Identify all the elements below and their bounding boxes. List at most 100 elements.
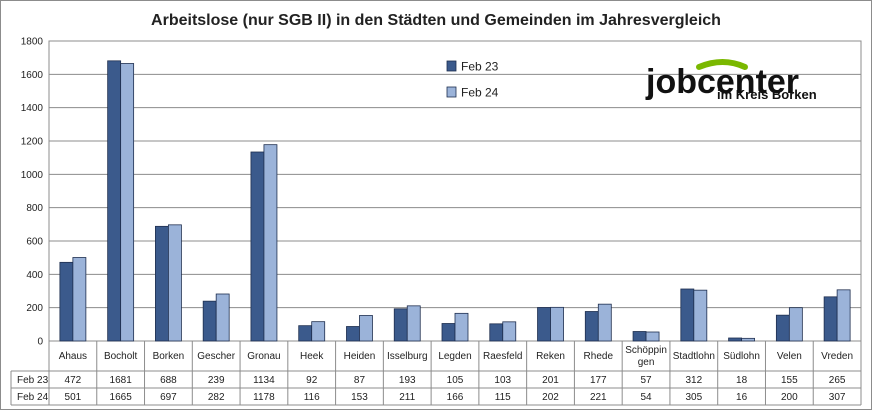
bar-feb-23 — [107, 60, 122, 342]
bar-feb-24 — [263, 144, 278, 342]
x-category-label: Isselburg — [387, 351, 428, 362]
bar-feb-23 — [346, 326, 360, 342]
table-value: 202 — [542, 392, 559, 403]
x-category-label: Ahaus — [59, 351, 87, 362]
y-axis: 0 200 400 600 800 1000 1200 1400 1600 1800 — [21, 37, 44, 348]
bar-feb-23 — [823, 296, 838, 342]
bar-feb-24 — [550, 306, 564, 342]
bar-feb-24 — [120, 63, 135, 342]
bar-feb-23 — [489, 323, 504, 342]
table-value: 54 — [640, 392, 652, 403]
bar-feb-24 — [215, 293, 230, 342]
x-category-label: Heiden — [344, 351, 376, 362]
bar-feb-23 — [584, 311, 599, 342]
legend-label: Feb 23 — [461, 60, 499, 74]
x-category-label: Raesfeld — [483, 351, 522, 362]
bar-feb-24 — [741, 337, 755, 342]
table-value: 282 — [208, 392, 225, 403]
bar-feb-24 — [788, 307, 803, 342]
x-category-label: Schöppin gen — [625, 345, 667, 368]
table-value: 1681 — [110, 375, 133, 386]
table-value: 307 — [829, 392, 846, 403]
table-value: 1134 — [253, 375, 275, 386]
table-value: 115 — [495, 392, 511, 403]
bar-feb-23 — [632, 331, 647, 342]
table-series-label: Feb 24 — [17, 392, 49, 403]
bar-feb-23 — [393, 308, 408, 342]
y-tick-label: 1200 — [21, 137, 44, 148]
bar-feb-23 — [250, 151, 265, 342]
jobcenter-logo: jobcenter im Kreis Borken — [645, 59, 817, 102]
x-category-label: Borken — [153, 351, 185, 362]
x-category-label: Legden — [438, 351, 471, 362]
bars — [59, 60, 851, 342]
bar-feb-23 — [728, 337, 742, 342]
y-tick-label: 400 — [26, 270, 43, 281]
table-value: 688 — [160, 375, 177, 386]
table-value: 116 — [304, 392, 320, 403]
bar-feb-24 — [359, 315, 373, 342]
table-value: 18 — [736, 375, 748, 386]
y-tick-label: 600 — [26, 237, 43, 248]
x-category-label: Rhede — [584, 351, 614, 362]
table-value: 177 — [590, 375, 607, 386]
y-tick-label: 1800 — [21, 37, 44, 48]
bar-feb-24 — [502, 321, 517, 342]
table-value: 201 — [542, 375, 559, 386]
table-value: 211 — [399, 392, 415, 403]
logo-tagline: im Kreis Borken — [717, 87, 817, 102]
x-category-label: Stadtlohn — [673, 351, 715, 362]
table-value: 57 — [640, 375, 652, 386]
bar-feb-24 — [311, 321, 326, 342]
y-tick-label: 1400 — [21, 103, 44, 114]
table-value: 105 — [447, 375, 464, 386]
bar-feb-23 — [202, 300, 217, 342]
bar-feb-24 — [693, 289, 708, 342]
bar-feb-24 — [836, 289, 851, 342]
table-value: 103 — [494, 375, 511, 386]
table-value: 155 — [781, 375, 798, 386]
table-value: 200 — [781, 392, 798, 403]
y-tick-label: 1600 — [21, 70, 44, 81]
legend-label: Feb 24 — [461, 86, 499, 100]
bar-feb-23 — [155, 225, 169, 342]
x-category-label: Velen — [777, 351, 802, 362]
legend-swatch — [446, 60, 457, 72]
bar-feb-23 — [775, 314, 790, 342]
table-value: 1178 — [253, 392, 275, 403]
table-value: 305 — [685, 392, 702, 403]
bar-feb-24 — [72, 257, 87, 342]
x-category-label: Heek — [300, 351, 324, 362]
logo-brand-text: jobcenter — [645, 63, 799, 101]
table-value: 239 — [208, 375, 225, 386]
legend: Feb 23 Feb 24 — [446, 60, 499, 100]
x-category-label: Reken — [536, 351, 565, 362]
bar-feb-23 — [298, 325, 313, 342]
table-value: 193 — [399, 375, 416, 386]
bar-feb-24 — [406, 305, 421, 342]
table-value: 472 — [65, 375, 82, 386]
table-value: 153 — [351, 392, 368, 403]
x-category-label: Vreden — [821, 351, 853, 362]
table-value: 265 — [829, 375, 846, 386]
table-value: 166 — [447, 392, 464, 403]
data-table: Ahaus Bocholt Borken Gescher Gronau Heek Heide… — [10, 341, 862, 406]
y-tick-label: 200 — [26, 303, 43, 314]
table-value: 87 — [354, 375, 366, 386]
table-value: 1665 — [110, 392, 133, 403]
table-value: 312 — [685, 375, 702, 386]
table-value: 501 — [65, 392, 82, 403]
logo-swoosh — [696, 59, 748, 70]
legend-swatch — [446, 86, 457, 98]
table-value: 92 — [306, 375, 318, 386]
table-series-label: Feb 23 — [17, 375, 49, 386]
table-value: 221 — [590, 392, 607, 403]
y-tick-label: 0 — [37, 337, 43, 348]
bar-feb-24 — [645, 331, 660, 342]
gridlines — [49, 73, 861, 309]
bar-feb-23 — [441, 323, 456, 342]
bar-feb-24 — [454, 312, 469, 342]
bar-feb-23 — [59, 261, 74, 342]
